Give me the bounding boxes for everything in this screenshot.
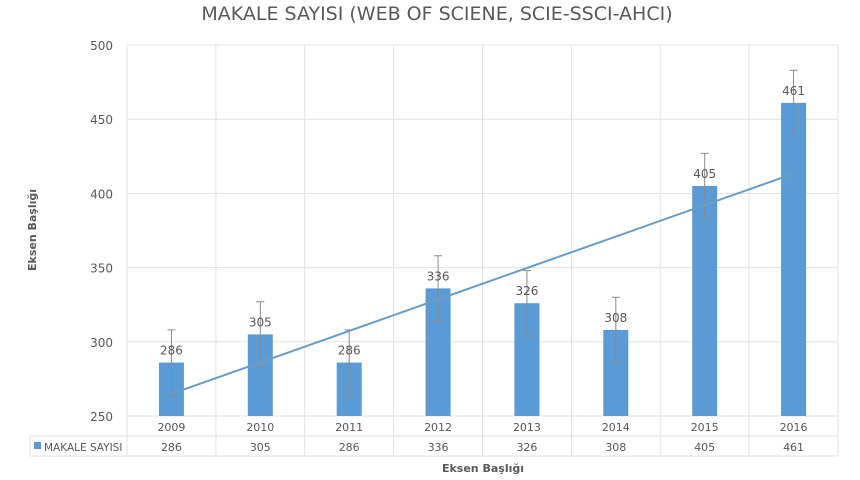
table-value: 286 [339,441,360,454]
data-label: 286 [338,344,361,358]
x-tick-label: 2012 [424,421,452,434]
data-label: 308 [604,311,627,325]
chart-title: MAKALE SAYISI (WEB OF SCIENE, SCIE-SSCI-… [201,3,672,25]
table-value: 305 [250,441,271,454]
error-bar [789,69,798,137]
x-tick-label: 2014 [602,421,630,434]
y-tick-label: 250 [90,410,113,424]
bar [692,185,718,416]
table-value: 405 [694,441,715,454]
y-axis-title: Eksen Başlığı [26,189,39,271]
legend-label: MAKALE SAYISI [44,442,122,454]
x-tick-label: 2015 [691,421,719,434]
table-value: 308 [605,441,626,454]
error-bar [167,329,176,396]
y-tick-label: 350 [90,262,113,276]
table-value: 326 [516,441,537,454]
x-tick-label: 2009 [157,421,185,434]
x-axis-title: Eksen Başlığı [442,462,524,475]
y-tick-label: 500 [90,39,113,53]
table-value: 286 [161,441,182,454]
legend-swatch [34,442,41,449]
data-label: 286 [160,344,183,358]
bar [781,102,807,416]
data-label: 326 [515,284,538,298]
table-value: 461 [783,441,804,454]
error-bar [522,270,531,337]
data-label: 405 [693,167,716,181]
x-tick-label: 2016 [780,421,808,434]
error-bar [611,296,620,364]
x-tick-label: 2011 [335,421,363,434]
trendline [171,172,794,395]
data-label: 336 [427,269,450,283]
data-label: 461 [782,84,805,98]
y-tick-label: 300 [90,336,113,350]
error-bar [256,301,265,368]
table-value: 336 [428,441,449,454]
y-tick-label: 450 [90,113,113,127]
error-bar [700,152,709,220]
x-tick-label: 2013 [513,421,541,434]
x-tick-label: 2010 [246,421,274,434]
data-label: 305 [249,315,272,329]
y-tick-label: 400 [90,187,113,201]
error-bar [434,255,443,322]
